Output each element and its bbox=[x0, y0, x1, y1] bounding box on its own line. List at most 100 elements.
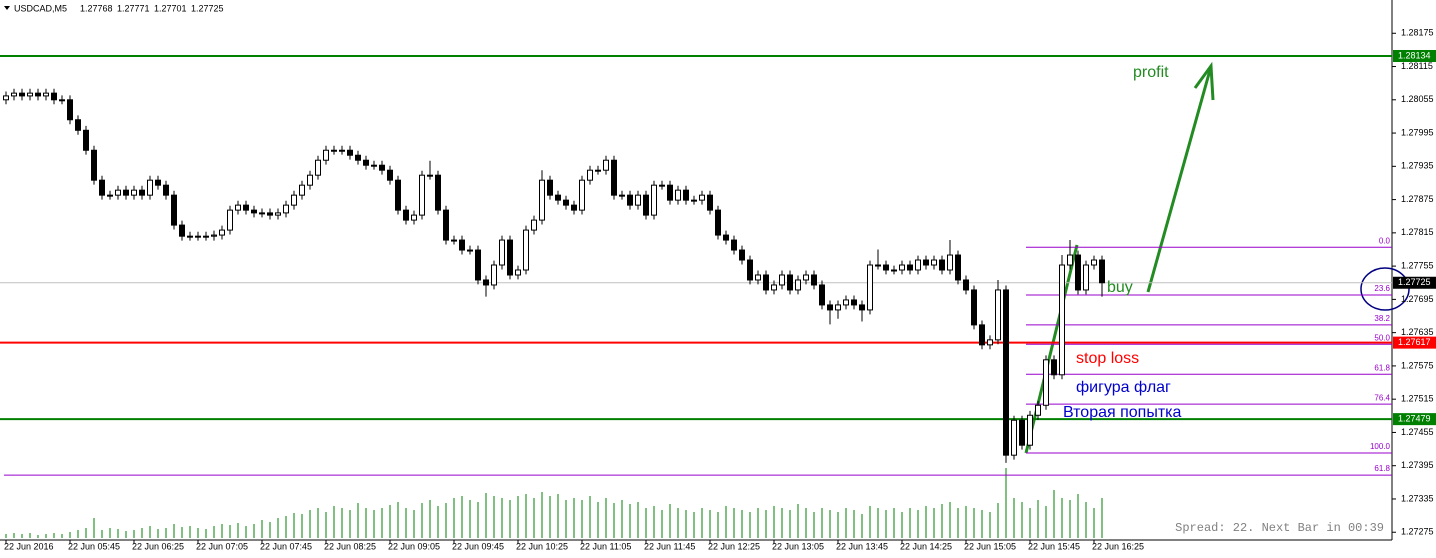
candle-body bbox=[155, 179, 161, 186]
fibo-label: 38.2 bbox=[1374, 314, 1390, 323]
candle-body bbox=[227, 209, 233, 231]
candle-body bbox=[67, 99, 73, 121]
candle-body bbox=[323, 149, 329, 161]
candle-body bbox=[627, 194, 633, 206]
candle-body bbox=[787, 274, 793, 291]
candle-body bbox=[1051, 359, 1057, 376]
candle-body bbox=[131, 189, 137, 196]
menu-arrow[interactable] bbox=[4, 6, 10, 10]
candle-body bbox=[923, 259, 929, 266]
candle-body bbox=[803, 274, 809, 281]
candle-body bbox=[963, 279, 969, 291]
candle-body bbox=[491, 264, 497, 286]
y-tick-label: 1.27995 bbox=[1401, 127, 1434, 137]
candle-body bbox=[531, 219, 537, 231]
candle-body bbox=[411, 214, 417, 221]
candle-body bbox=[123, 189, 129, 196]
candle-body bbox=[747, 259, 753, 281]
candle-body bbox=[675, 189, 681, 201]
level-price-box bbox=[1393, 49, 1436, 62]
x-tick-label: 22 Jun 10:25 bbox=[516, 541, 568, 551]
annotation: фигура флаг bbox=[1076, 379, 1171, 396]
candle-body bbox=[995, 289, 1001, 341]
y-tick-label: 1.27695 bbox=[1401, 294, 1434, 304]
x-tick-label: 22 Jun 15:05 bbox=[964, 541, 1016, 551]
x-tick-label: 22 Jun 08:25 bbox=[324, 541, 376, 551]
candle-body bbox=[187, 235, 193, 238]
candle-body bbox=[11, 92, 17, 97]
candle-body bbox=[1099, 259, 1105, 284]
candle-body bbox=[523, 229, 529, 271]
y-tick-label: 1.27455 bbox=[1401, 427, 1434, 437]
candle-body bbox=[115, 189, 121, 196]
candle-body bbox=[347, 149, 353, 156]
y-tick-label: 1.27335 bbox=[1401, 493, 1434, 503]
candle-body bbox=[235, 204, 241, 211]
candle-body bbox=[387, 169, 393, 181]
candle-body bbox=[827, 304, 833, 311]
candle-body bbox=[243, 204, 249, 211]
candle-body bbox=[203, 235, 209, 238]
candle-body bbox=[419, 174, 425, 216]
y-tick-label: 1.28175 bbox=[1401, 28, 1434, 38]
y-tick-label: 1.28115 bbox=[1401, 61, 1433, 71]
y-tick-label: 1.27815 bbox=[1401, 227, 1434, 237]
candle-body bbox=[251, 209, 257, 214]
candle-body bbox=[763, 274, 769, 291]
status-text: Spread: 22. Next Bar in 00:39 bbox=[1175, 521, 1384, 535]
x-tick-label: 22 Jun 14:25 bbox=[900, 541, 952, 551]
level-price-box bbox=[1393, 413, 1436, 426]
candle-body bbox=[467, 249, 473, 252]
y-tick-label: 1.27635 bbox=[1401, 327, 1434, 337]
candle-body bbox=[1027, 414, 1033, 446]
level-price-label: 1.27479 bbox=[1398, 414, 1431, 424]
candle-body bbox=[587, 169, 593, 181]
candle-body bbox=[451, 239, 457, 242]
candle-body bbox=[603, 159, 609, 171]
candle-body bbox=[883, 264, 889, 271]
candle-body bbox=[3, 95, 9, 101]
candle-body bbox=[339, 149, 345, 152]
annotation: profit bbox=[1133, 64, 1169, 81]
candle-body bbox=[731, 239, 737, 251]
header-value: 1.27725 bbox=[191, 3, 224, 13]
fibo-label: 61.8 bbox=[1374, 363, 1390, 372]
candle-body bbox=[499, 239, 505, 266]
y-tick-label: 1.27395 bbox=[1401, 460, 1434, 470]
highlight-circle bbox=[1360, 267, 1410, 311]
y-tick-label: 1.27755 bbox=[1401, 260, 1434, 270]
candle-body bbox=[291, 194, 297, 206]
candle-body bbox=[611, 159, 617, 196]
candle-body bbox=[1091, 259, 1097, 266]
current-price-label: 1.27725 bbox=[1398, 277, 1431, 287]
candle-body bbox=[771, 284, 777, 291]
candle-body bbox=[907, 264, 913, 271]
candle-body bbox=[851, 299, 857, 306]
candle-body bbox=[267, 212, 273, 216]
candle-body bbox=[939, 259, 945, 271]
candle-body bbox=[779, 274, 785, 286]
header-value: 1.27701 bbox=[154, 3, 187, 13]
candle-body bbox=[931, 259, 937, 266]
candle-body bbox=[947, 254, 953, 271]
candle-body bbox=[395, 179, 401, 211]
annotation: buy bbox=[1107, 279, 1133, 296]
candle-body bbox=[1043, 359, 1049, 406]
candle-body bbox=[539, 179, 545, 221]
fibo-label: 61.8 bbox=[1374, 464, 1390, 473]
candle-body bbox=[27, 92, 33, 97]
candle-body bbox=[275, 212, 281, 216]
candle-body bbox=[1003, 289, 1009, 456]
candle-body bbox=[75, 119, 81, 131]
candle-body bbox=[107, 194, 113, 197]
candle-body bbox=[843, 299, 849, 306]
candle-body bbox=[595, 169, 601, 172]
y-tick-label: 1.27875 bbox=[1401, 194, 1434, 204]
x-tick-label: 22 Jun 05:45 bbox=[68, 541, 120, 551]
y-tick-label: 1.27935 bbox=[1401, 161, 1434, 171]
candle-body bbox=[755, 274, 761, 281]
candle-body bbox=[667, 184, 673, 201]
candle-body bbox=[195, 235, 201, 238]
